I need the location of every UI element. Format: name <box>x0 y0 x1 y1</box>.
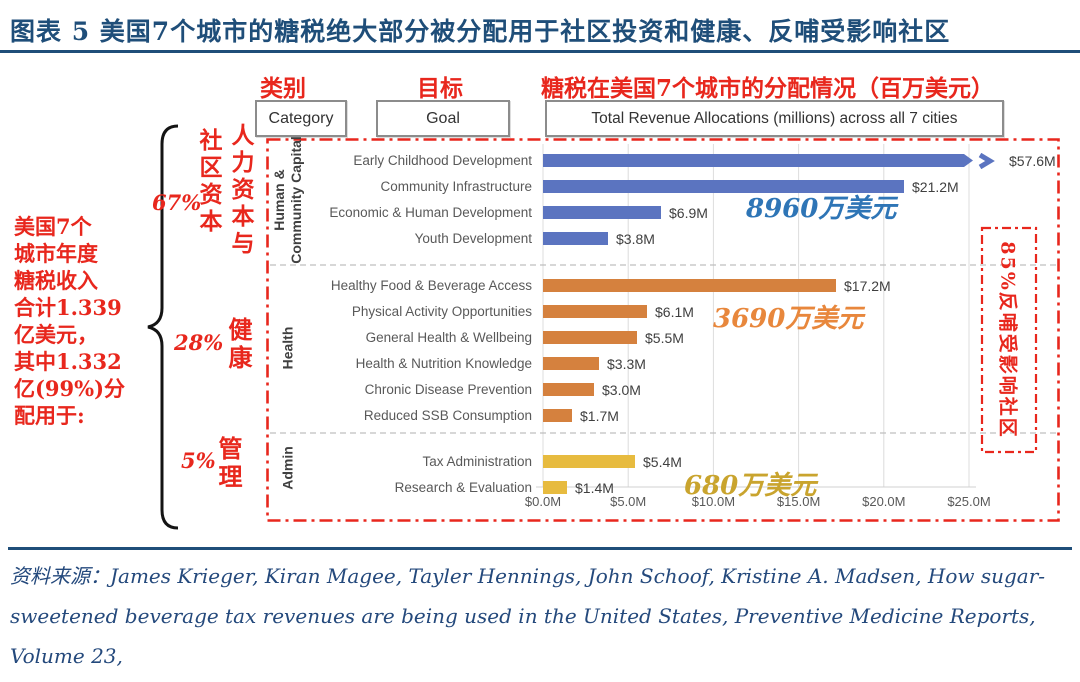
bar-label: Economic & Human Development <box>329 205 532 220</box>
bar-row: General Health & Wellbeing $5.5M <box>266 325 1060 351</box>
bar-row: Early Childhood Development $57.6M <box>266 148 1060 174</box>
giveback-box-border <box>980 226 1038 454</box>
pct-admin: 5% <box>181 448 216 473</box>
header-category-cn: 类别 <box>260 75 306 102</box>
header-goal-cn: 目标 <box>417 75 463 102</box>
section-label: Human & Community Capital <box>271 136 304 264</box>
chart-section: Early Childhood Development $57.6M Communi… <box>266 148 1060 252</box>
bar-row: Community Infrastructure $21.2M <box>266 174 1060 200</box>
bar-label: Health & Nutrition Knowledge <box>355 356 532 371</box>
bar-label: Research & Evaluation <box>394 480 532 495</box>
bar-label: Community Infrastructure <box>380 179 532 194</box>
bar <box>543 180 904 193</box>
bar <box>543 154 973 167</box>
bar-label: Physical Activity Opportunities <box>351 304 532 319</box>
x-axis-tick-label: $25.0M <box>947 494 991 509</box>
section-total-annotation: 8960万美元 <box>746 194 897 224</box>
x-axis-tick-label: $15.0M <box>776 494 821 509</box>
giveback-note: 85%反哺受影响社区 <box>996 241 1019 439</box>
bar-row: Tax Administration $5.4M <box>266 449 1060 475</box>
goal-header-box: Goal <box>376 100 510 137</box>
bar-row: Chronic Disease Prevention $3.0M <box>266 377 1060 403</box>
category-header-box: Category <box>255 100 347 137</box>
bar-value: $3.8M <box>616 231 655 247</box>
brace-shape <box>138 122 182 537</box>
x-axis-tick-label: $20.0M <box>862 494 906 509</box>
bar-row: Physical Activity Opportunities $6.1M <box>266 299 1060 325</box>
label-health-cn: 健康 <box>224 317 253 373</box>
allocation-header-box: Total Revenue Allocations (millions) acr… <box>545 100 1004 137</box>
bar <box>543 331 637 344</box>
bar-label: Tax Administration <box>422 454 532 469</box>
bar-value: $1.4M <box>575 480 614 496</box>
bar-value: $57.6M <box>1009 153 1056 169</box>
bar-row: Youth Development $3.8M <box>266 226 1060 252</box>
footer-divider <box>8 547 1072 550</box>
bar-value: $6.1M <box>655 304 694 320</box>
source-note: 资料来源：James Krieger, Kiran Magee, Tayler … <box>10 564 1046 668</box>
bar <box>543 232 608 245</box>
bar-row: Economic & Human Development $6.9M <box>266 200 1060 226</box>
bar-label: Healthy Food & Beverage Access <box>330 278 532 293</box>
header-allocation-cn: 糖税在美国7个城市的分配情况（百万美元） <box>541 75 995 102</box>
bar <box>543 409 572 422</box>
plot-grid-svg <box>266 138 1060 522</box>
pct-human-capital: 67% <box>152 190 202 215</box>
bar-row: Healthy Food & Beverage Access $17.2M <box>266 273 1060 299</box>
axis-break-arrow-icon <box>977 152 997 174</box>
bar-row: Research & Evaluation $1.4M <box>266 475 1060 501</box>
bar <box>543 455 635 468</box>
bar-value: $1.7M <box>580 408 619 424</box>
bar-row: Reduced SSB Consumption $1.7M <box>266 403 1060 429</box>
total-revenue-note: 美国7个 城市年度 糖税收入 合计1.339 亿美元， 其中1.332 亿(99… <box>14 214 126 428</box>
chart-section: Tax Administration $5.4M Research & Evalua… <box>266 449 1060 501</box>
bar <box>543 305 647 318</box>
bar <box>543 206 661 219</box>
bar-value: $21.2M <box>912 179 959 195</box>
bar-value: $3.0M <box>602 382 641 398</box>
bar <box>543 279 836 292</box>
bar-value: $6.9M <box>669 205 708 221</box>
bar-chart-plot: Early Childhood Development $57.6M Communi… <box>266 136 1060 522</box>
bar <box>543 481 567 494</box>
bar-row: Health & Nutrition Knowledge $3.3M <box>266 351 1060 377</box>
section-label: Admin <box>279 446 296 490</box>
x-axis-tick-label: $0.0M <box>524 494 562 509</box>
bar-value: $3.3M <box>607 356 646 372</box>
figure-title: 图表 5 美国7个城市的糖税绝大部分被分配用于社区投资和健康、反哺受影响社区 <box>10 17 951 46</box>
label-human-capital-col: 人力资本与 <box>227 123 254 258</box>
bar-value: $5.4M <box>643 454 682 470</box>
bar-label: Youth Development <box>414 231 532 246</box>
title-divider <box>0 50 1080 53</box>
bar-label: General Health & Wellbeing <box>365 330 532 345</box>
bar <box>543 357 599 370</box>
bar-value: $5.5M <box>645 330 684 346</box>
bar-label: Reduced SSB Consumption <box>363 408 532 423</box>
bar <box>543 383 594 396</box>
section-total-annotation: 680万美元 <box>684 471 817 501</box>
section-label: Health <box>279 326 296 370</box>
section-total-annotation: 3690万美元 <box>713 304 864 334</box>
label-admin-cn: 管理 <box>214 436 243 492</box>
bar-label: Early Childhood Development <box>353 153 532 168</box>
pct-health: 28% <box>174 330 224 355</box>
label-community-capital-col: 社区资本 <box>195 128 222 236</box>
chart-section: Healthy Food & Beverage Access $17.2M Phys… <box>266 273 1060 429</box>
x-axis-tick-label: $5.0M <box>610 494 647 509</box>
x-axis-tick-label: $10.0M <box>691 494 736 509</box>
bar-label: Chronic Disease Prevention <box>364 382 532 397</box>
bar-value: $17.2M <box>844 278 891 294</box>
